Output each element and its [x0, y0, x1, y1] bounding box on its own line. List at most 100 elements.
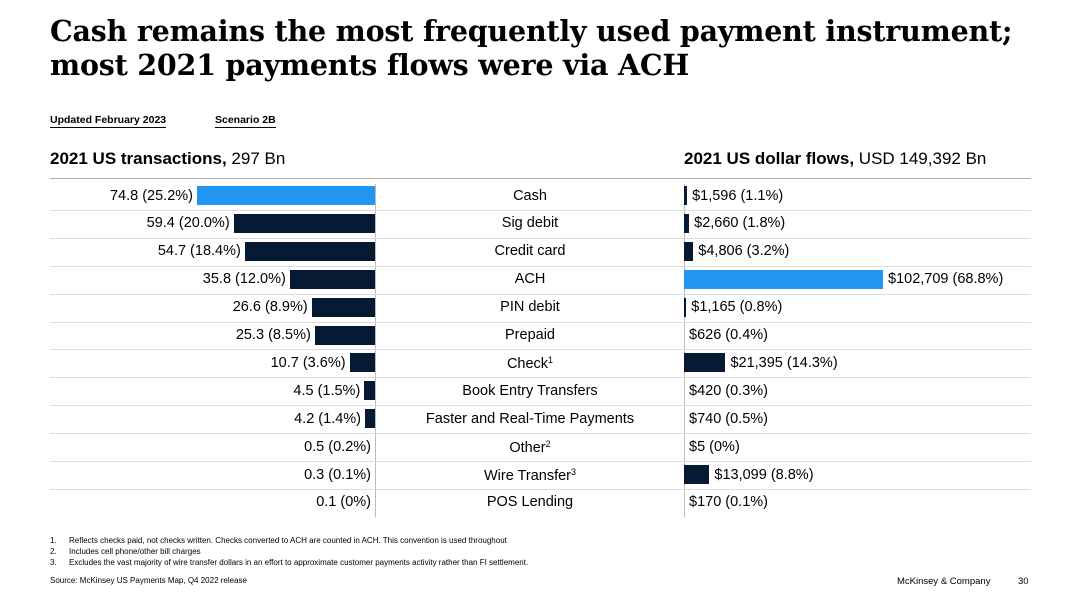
row-divider	[50, 433, 1031, 435]
dollar-flows-chart-title: 2021 US dollar flows, USD 149,392 Bn	[684, 149, 986, 169]
transactions-title-bold: 2021 US transactions,	[50, 149, 227, 168]
dollar-flows-bar-cash	[684, 186, 688, 205]
category-text: Sig debit	[501, 215, 559, 232]
footnote-number: 2.	[50, 547, 57, 556]
updated-tag: Updated February 2023	[50, 114, 167, 128]
transactions-value-label: 10.7 (3.6%)	[270, 354, 346, 371]
dollar-flows-value-label: $420 (0.3%)	[689, 382, 768, 399]
category-label-pos-lending: POS Lending	[380, 494, 680, 510]
dollar-flows-value-label: $102,709 (68.8%)	[888, 271, 1004, 288]
transactions-value-label: 0.3 (0.1%)	[304, 466, 371, 483]
transactions-bar-faster-and-real-time-payments	[365, 409, 375, 429]
row-divider	[50, 461, 1031, 462]
dollar-flows-value-label: $13,099 (8.8%)	[714, 466, 814, 483]
transactions-bar-book-entry-transfers	[364, 381, 375, 401]
category-text: Book Entry Transfers	[462, 382, 598, 399]
category-label-sig-debit: Sig debit	[380, 215, 680, 231]
transactions-bar-cash	[197, 186, 375, 205]
row-divider	[50, 405, 1031, 407]
title-line-1: Cash remains the most frequently used pa…	[50, 14, 1013, 48]
category-text: Credit card	[494, 243, 566, 260]
brand-name: McKinsey & Company	[897, 576, 991, 587]
category-label-other: Other2	[380, 439, 680, 456]
footnote-text: Includes cell phone/other bill charges	[69, 547, 201, 556]
footnote-number: 3.	[50, 558, 57, 567]
category-text: Other	[509, 439, 546, 456]
dollar-flows-value-label: $1,165 (0.8%)	[691, 299, 783, 316]
dollar-flows-bar-check	[684, 353, 726, 373]
dollar-flows-value-label: $170 (0.1%)	[689, 494, 768, 511]
footnote-marker: 2	[545, 438, 551, 449]
category-text: Wire Transfer	[483, 467, 571, 484]
category-label-wire-transfer: Wire Transfer3	[380, 467, 680, 484]
category-label-credit-card: Credit card	[380, 243, 680, 259]
row-divider	[50, 265, 1031, 267]
source-note: Source: McKinsey US Payments Map, Q4 202…	[50, 576, 247, 585]
row-divider	[50, 321, 1031, 323]
footnote-item: 2. Includes cell phone/other bill charges	[50, 547, 201, 556]
row-divider	[50, 349, 1031, 351]
title-line-2: most 2021 payments flows were via ACH	[50, 48, 690, 82]
category-label-check: Check1	[380, 355, 680, 372]
dollar-flows-value-label: $4,806 (3.2%)	[698, 243, 790, 260]
category-text: Faster and Real-Time Payments	[425, 410, 635, 427]
dollar-flows-bar-sig-debit	[684, 213, 690, 233]
dollar-flows-title-bold: 2021 US dollar flows,	[684, 149, 855, 168]
transactions-chart-title: 2021 US transactions, 297 Bn	[50, 149, 285, 169]
footnote-item: 3. Excludes the vast majority of wire tra…	[50, 558, 528, 567]
transactions-value-label: 0.5 (0.2%)	[304, 438, 371, 455]
footnote-text: Reflects checks paid, not checks written…	[69, 536, 507, 545]
dollar-flows-value-label: $626 (0.4%)	[689, 327, 768, 343]
category-label-ach: ACH	[380, 271, 680, 287]
transactions-bar-pin-debit	[311, 297, 375, 317]
row-divider	[50, 377, 1031, 379]
dollar-flows-bar-ach	[684, 269, 883, 289]
category-text: POS Lending	[486, 494, 574, 511]
category-text: Check	[506, 355, 549, 372]
dollar-flows-bar-wire-transfer	[684, 465, 710, 484]
footnote-marker: 1	[548, 354, 554, 365]
scenario-tag: Scenario 2B	[215, 114, 276, 128]
transactions-title-rest: 297 Bn	[226, 149, 286, 168]
transactions-bar-ach	[289, 269, 375, 289]
row-divider	[50, 237, 1031, 239]
transactions-value-label: 59.4 (20.0%)	[146, 215, 230, 232]
transactions-value-label: 25.3 (8.5%)	[235, 327, 311, 343]
transactions-value-label: 74.8 (25.2%)	[109, 187, 193, 204]
transactions-axis-line	[375, 184, 376, 517]
dollar-flows-bar-credit-card	[684, 241, 694, 261]
dollar-flows-value-label: $1,596 (1.1%)	[692, 187, 784, 204]
category-text: PIN debit	[500, 299, 560, 316]
transactions-bar-credit-card	[244, 241, 375, 261]
category-label-faster-and-real-time-payments: Faster and Real-Time Payments	[380, 411, 680, 427]
footnote-text: Excludes the vast majority of wire trans…	[69, 558, 529, 567]
category-label-cash: Cash	[380, 188, 680, 204]
transactions-value-label: 35.8 (12.0%)	[202, 271, 286, 288]
transactions-value-label: 54.7 (18.4%)	[157, 243, 241, 260]
page-title: Cash remains the most frequently used pa…	[50, 14, 1040, 82]
category-label-book-entry-transfers: Book Entry Transfers	[380, 383, 680, 399]
category-label-pin-debit: PIN debit	[380, 299, 680, 315]
row-divider	[50, 488, 1031, 490]
transactions-bar-prepaid	[314, 325, 375, 345]
page-number: 30	[1018, 576, 1029, 587]
row-divider	[50, 209, 1031, 211]
transactions-bar-check	[349, 353, 375, 373]
transactions-value-label: 26.6 (8.9%)	[232, 299, 308, 316]
dollar-flows-bar-pin-debit	[684, 297, 687, 317]
dollar-flows-value-label: $5 (0%)	[689, 438, 740, 455]
transactions-bar-sig-debit	[233, 213, 375, 233]
dollar-flows-title-rest: USD 149,392 Bn	[854, 149, 987, 168]
category-text: Cash	[513, 187, 547, 204]
dollar-flows-value-label: $740 (0.5%)	[689, 410, 768, 427]
dollar-flows-axis-line	[684, 184, 685, 517]
transactions-value-label: 4.2 (1.4%)	[294, 410, 362, 427]
category-text: Prepaid	[505, 327, 555, 343]
dollar-flows-value-label: $2,660 (1.8%)	[694, 215, 786, 232]
transactions-value-label: 4.5 (1.5%)	[293, 382, 361, 399]
footnote-number: 1.	[50, 536, 57, 545]
header-rule	[50, 178, 1031, 179]
transactions-value-label: 0.1 (0%)	[316, 494, 371, 511]
category-label-prepaid: Prepaid	[380, 327, 680, 343]
footnote-item: 1. Reflects checks paid, not checks writt…	[50, 536, 507, 545]
